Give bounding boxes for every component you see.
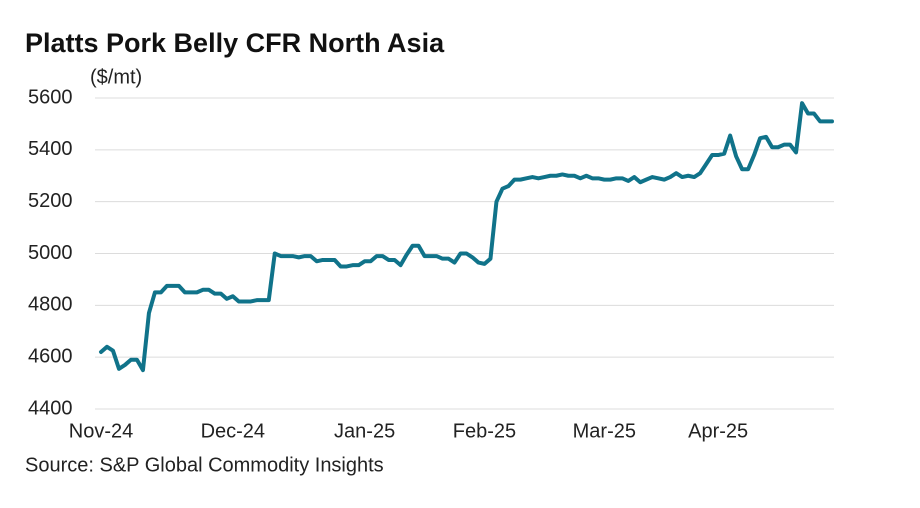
chart-title: Platts Pork Belly CFR North Asia bbox=[25, 28, 445, 58]
x-tick-label: Dec-24 bbox=[201, 420, 265, 442]
y-tick-label: 4800 bbox=[28, 294, 73, 316]
x-tick-label: Feb-25 bbox=[453, 420, 516, 442]
y-tick-label: 5400 bbox=[28, 138, 73, 160]
y-tick-label: 4600 bbox=[28, 345, 73, 367]
x-tick-label: Nov-24 bbox=[69, 420, 133, 442]
x-tick-label: Mar-25 bbox=[573, 420, 636, 442]
y-tick-label: 5000 bbox=[28, 242, 73, 264]
x-tick-label: Apr-25 bbox=[688, 420, 748, 442]
y-tick-label: 5200 bbox=[28, 190, 73, 212]
x-tick-label: Jan-25 bbox=[334, 420, 395, 442]
y-axis-unit: ($/mt) bbox=[90, 66, 142, 88]
y-tick-label: 4400 bbox=[28, 397, 73, 419]
source: Source: S&P Global Commodity Insights bbox=[25, 454, 384, 476]
y-tick-label: 5600 bbox=[28, 86, 73, 108]
price-line bbox=[99, 101, 834, 373]
